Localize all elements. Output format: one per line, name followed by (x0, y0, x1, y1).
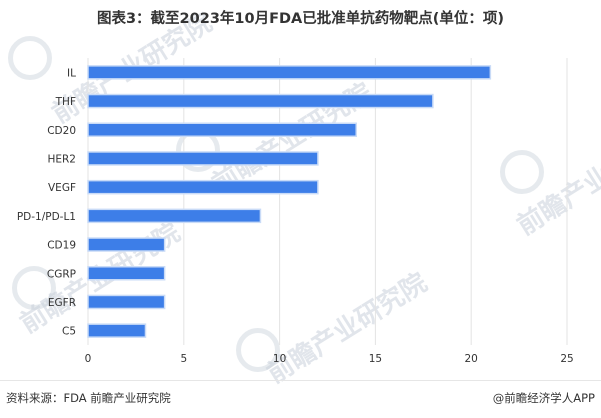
chart-title: 图表3：截至2023年10月FDA已批准单抗药物靶点(单位：项) (96, 11, 505, 27)
x-tick-label: 10 (273, 353, 286, 365)
x-tick-label: 25 (560, 353, 573, 365)
category-label: IL (67, 67, 76, 79)
bar (87, 151, 319, 166)
category-label: CD19 (47, 240, 76, 252)
footer-source: 资料来源：FDA 前瞻产业研究院 (6, 391, 171, 405)
bar (87, 93, 434, 109)
category-label: CGRP (47, 268, 76, 280)
x-tick-label: 0 (85, 353, 92, 365)
category-label: C5 (62, 326, 76, 338)
bar (87, 294, 166, 310)
category-label: EGFR (48, 297, 76, 309)
x-tick-label: 15 (369, 353, 382, 365)
footer-divider (0, 380, 601, 381)
bar (87, 208, 262, 224)
category-label: HER2 (47, 153, 76, 165)
bar (87, 323, 147, 338)
bar (87, 179, 319, 195)
category-label: THF (55, 96, 76, 108)
x-tick-label: 20 (465, 353, 478, 365)
bar (87, 122, 357, 137)
bar (87, 65, 492, 80)
footer-credit: @前瞻经济学人APP (492, 391, 595, 405)
bar (87, 237, 166, 252)
category-label: CD20 (47, 125, 76, 137)
category-label: PD-1/PD-L1 (17, 211, 76, 223)
x-tick-label: 5 (180, 353, 187, 365)
category-label: VEGF (48, 182, 76, 194)
bar (87, 266, 166, 281)
